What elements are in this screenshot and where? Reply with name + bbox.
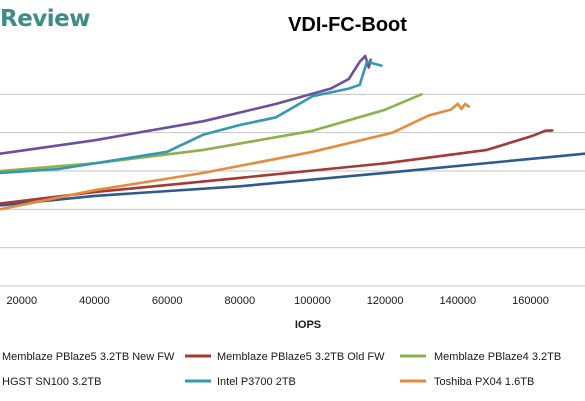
series-line-1: [0, 129, 554, 205]
series-line-3: [0, 54, 372, 155]
x-axis-label: IOPS: [295, 319, 321, 331]
series-line-4: [0, 60, 383, 175]
legend-label-4: Intel P3700 2TB: [217, 376, 296, 388]
x-tick-label: 20000: [7, 295, 38, 307]
x-tick-label: 40000: [79, 295, 110, 307]
chart-title: VDI-FC-Boot: [288, 14, 407, 36]
series-lines: [0, 54, 585, 211]
legend-label-2: Memblaze PBlaze4 3.2TB: [434, 351, 561, 363]
x-tick-label: 100000: [294, 295, 331, 307]
legend: Memblaze PBlaze5 3.2TB New FW Memblaze PB…: [2, 351, 561, 388]
x-tick-label: 80000: [225, 295, 256, 307]
x-tick-label: 140000: [439, 295, 476, 307]
series-line-0: [0, 152, 585, 207]
legend-label-0: Memblaze PBlaze5 3.2TB New FW: [2, 351, 175, 363]
legend-label-5: Toshiba PX04 1.6TB: [434, 376, 534, 388]
brand-logo-text: Review: [0, 6, 91, 32]
x-tick-label: 60000: [152, 295, 183, 307]
x-tick-label: 160000: [512, 295, 549, 307]
legend-label-1: Memblaze PBlaze5 3.2TB Old FW: [217, 351, 385, 363]
x-axis-ticks: 20000 40000 60000 80000 100000 120000 140000 16…: [7, 295, 549, 307]
series-line-5: [0, 102, 470, 211]
legend-label-3: HGST SN100 3.2TB: [2, 376, 101, 388]
gridlines: [0, 93, 585, 287]
x-tick-label: 120000: [367, 295, 404, 307]
